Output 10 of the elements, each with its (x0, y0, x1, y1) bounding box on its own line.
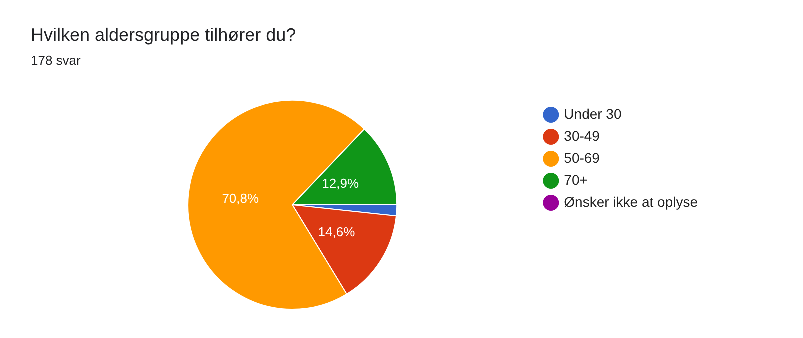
data-label: 70,8% (222, 191, 260, 206)
legend-label: 50-69 (564, 150, 600, 166)
legend-label: 70+ (564, 172, 588, 188)
data-label: 12,9% (322, 176, 360, 191)
legend-label: Under 30 (564, 106, 622, 122)
data-label: 14,6% (318, 224, 356, 240)
chart-title: Hvilken aldersgruppe tilhører du? (31, 25, 296, 46)
legend-label: Ønsker ikke at oplyse (564, 194, 698, 210)
text: 178 svar (31, 53, 81, 68)
legend-label: 30-49 (564, 128, 600, 144)
